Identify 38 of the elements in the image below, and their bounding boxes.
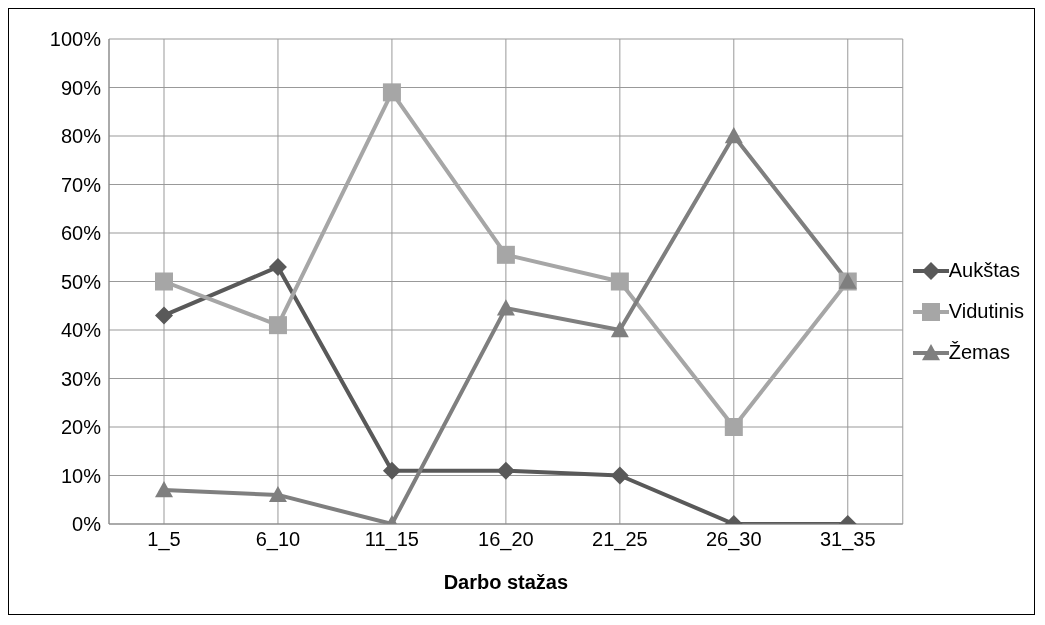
- point: [496, 461, 515, 480]
- y-tick-label: 80%: [60, 125, 102, 148]
- y-tick-label: 20%: [60, 416, 102, 439]
- y-tick-label: 60%: [60, 222, 102, 245]
- point: [155, 272, 173, 291]
- y-tick-label: 50%: [60, 270, 102, 293]
- point: [155, 306, 173, 325]
- x-tick-label: 6_10: [255, 528, 301, 552]
- point: [268, 485, 287, 503]
- point: [724, 127, 743, 144]
- point: [610, 272, 629, 291]
- point: [610, 321, 629, 338]
- x-tick-label: 31_35: [819, 528, 876, 552]
- y-tick-label: 30%: [60, 367, 102, 390]
- x-tick-label: 1_5: [147, 528, 181, 552]
- y-tick-label: 100%: [49, 28, 102, 51]
- x-axis-title: Darbo stažas: [443, 571, 569, 593]
- point: [268, 257, 287, 276]
- point: [382, 83, 401, 102]
- point: [155, 481, 173, 498]
- y-tick-label: 0%: [72, 513, 102, 536]
- y-tick-label: 70%: [60, 173, 102, 196]
- y-tick-label: 90%: [60, 76, 102, 99]
- point: [268, 316, 287, 335]
- x-tick-label: 26_30: [705, 528, 762, 552]
- y-tick-label: 10%: [60, 464, 102, 487]
- x-tick-label: 11_15: [364, 528, 419, 552]
- point: [382, 461, 401, 480]
- legend-label: Vidutinis: [948, 300, 1024, 323]
- x-tick-label: 21_25: [592, 528, 648, 552]
- point: [496, 299, 515, 316]
- point: [496, 245, 515, 264]
- point: [724, 418, 743, 436]
- point: [610, 466, 629, 485]
- x-tick-label: 16_20: [478, 528, 534, 552]
- legend-label: Aukštas: [948, 259, 1020, 282]
- y-tick-label: 40%: [60, 319, 102, 342]
- legend-label: Žemas: [948, 341, 1010, 364]
